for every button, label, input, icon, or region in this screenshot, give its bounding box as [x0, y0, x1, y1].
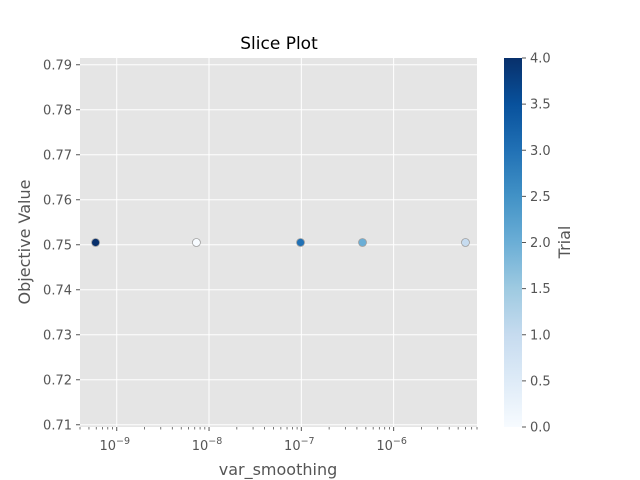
y-tick-label: 0.75	[43, 238, 72, 253]
scatter-point-trial-2	[358, 238, 367, 247]
y-tick-label: 0.73	[43, 328, 72, 343]
colorbar-tick-label: 3.5	[530, 98, 551, 113]
grid	[80, 58, 477, 427]
colorbar	[504, 58, 522, 427]
chart-title: Slice Plot	[240, 34, 318, 54]
y-tick-label: 0.77	[43, 148, 72, 163]
colorbar-tick-label: 2.5	[530, 190, 551, 205]
x-axis-label: var_smoothing	[219, 460, 338, 480]
x-tick-label: 10−7	[284, 436, 315, 454]
colorbar-tick-label: 3.0	[530, 144, 551, 159]
x-tick-label: 10−9	[99, 436, 130, 454]
x-tick-exponent: −6	[393, 436, 407, 447]
y-tick-label: 0.79	[43, 58, 72, 73]
y-axis-label: Objective Value	[15, 180, 34, 305]
x-tick-label: 10−6	[376, 436, 407, 454]
y-tick-label: 0.72	[43, 373, 72, 388]
colorbar-ticks: 0.0 0.5 1.0 1.5 2.0 2.5 3.0 3.5 4.0	[522, 52, 551, 436]
x-tick-base: 10	[192, 439, 209, 454]
colorbar-tick-label: 2.0	[530, 236, 551, 251]
x-tick-exponent: −9	[116, 436, 130, 447]
colorbar-tick-label: 0.5	[530, 374, 551, 389]
y-tick-label: 0.76	[43, 193, 72, 208]
y-axis: 0.71 0.72 0.73 0.74 0.75 0.76 0.77 0.78 0.79	[43, 58, 80, 433]
x-tick-exponent: −7	[301, 436, 315, 447]
x-axis: 10−9 10−8 10−7 10−6	[79, 427, 478, 454]
scatter-point-trial-3	[296, 238, 305, 247]
y-tick-label: 0.71	[43, 418, 72, 433]
colorbar-tick-label: 0.0	[530, 421, 551, 436]
scatter-point-trial-4	[91, 238, 100, 247]
scatter-points	[91, 238, 470, 247]
colorbar-tick-label: 4.0	[530, 52, 551, 67]
colorbar-tick-label: 1.0	[530, 328, 551, 343]
plot-area	[80, 58, 477, 427]
scatter-point-trial-1	[461, 238, 470, 247]
scatter-point-trial-0	[192, 238, 201, 247]
x-tick-base: 10	[284, 439, 301, 454]
x-tick-exponent: −8	[208, 436, 222, 447]
colorbar-label: Trial	[555, 226, 574, 260]
x-tick-base: 10	[376, 439, 393, 454]
colorbar-tick-label: 1.5	[530, 282, 551, 297]
y-tick-label: 0.78	[43, 103, 72, 118]
x-tick-label: 10−8	[192, 436, 223, 454]
x-tick-base: 10	[99, 439, 116, 454]
y-tick-label: 0.74	[43, 283, 72, 298]
